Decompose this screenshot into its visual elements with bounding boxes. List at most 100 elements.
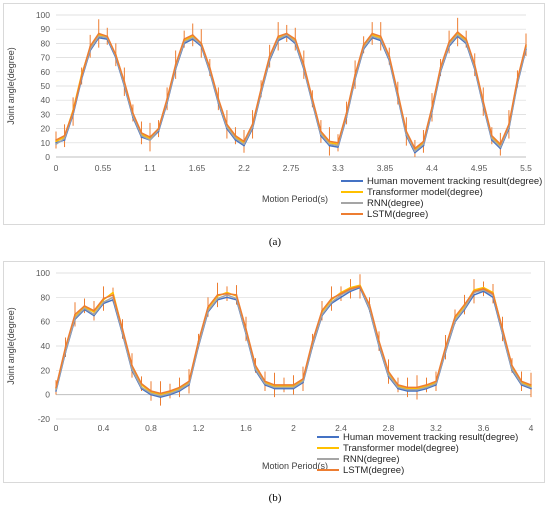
y-axis-title-b: Joint angle(degree) (6, 307, 16, 385)
data-point-b-rnn-39 (425, 386, 428, 389)
x-tick-label-b-9: 3.6 (478, 423, 490, 433)
data-point-a-lstm-1 (63, 134, 66, 137)
data-point-b-lstm-6 (112, 294, 114, 296)
y-tick-label-b-60: 60 (41, 317, 51, 327)
y-tick-label-a-90: 90 (41, 24, 51, 34)
data-point-b-human-18 (226, 296, 228, 299)
data-point-a-lstm-22 (243, 140, 245, 143)
data-point-a-lstm-48 (465, 38, 467, 40)
x-tick-label-a-6: 3.3 (332, 163, 344, 173)
data-point-a-lstm-18 (209, 66, 211, 69)
data-point-a-lstm-8 (123, 80, 126, 83)
data-point-b-rnn-23 (273, 386, 276, 389)
data-point-b-lstm-1 (64, 346, 67, 349)
data-point-b-rnn-38 (416, 389, 418, 391)
data-point-a-lstm-17 (200, 42, 203, 45)
data-point-b-lstm-32 (359, 285, 361, 288)
data-point-a-lstm-43 (422, 140, 425, 143)
x-tick-label-b-6: 2.4 (335, 423, 347, 433)
data-point-b-lstm-46 (492, 292, 494, 295)
data-point-a-human-10 (140, 136, 143, 138)
data-point-b-human-23 (273, 387, 276, 390)
x-tick-label-a-8: 4.4 (426, 163, 438, 173)
series-line-a-rnn (55, 34, 527, 153)
data-point-a-lstm-50 (482, 100, 485, 103)
data-point-b-rnn-0 (55, 389, 57, 391)
data-point-b-rnn-49 (520, 382, 523, 385)
data-point-a-rnn-10 (140, 134, 143, 137)
data-point-b-lstm-9 (140, 382, 143, 385)
chart-panel-b (3, 261, 545, 483)
data-point-a-lstm-55 (525, 44, 527, 46)
data-point-b-lstm-31 (349, 288, 352, 290)
data-point-b-lstm-22 (264, 380, 266, 383)
data-point-a-lstm-52 (499, 143, 502, 146)
data-point-b-rnn-8 (131, 368, 133, 370)
data-point-a-rnn-20 (226, 126, 228, 128)
data-point-b-lstm-41 (444, 346, 447, 349)
data-point-b-rnn-4 (93, 313, 95, 316)
legend-label-a-human: Human movement tracking result(degree) (367, 176, 542, 187)
y-tick-label-a-30: 30 (41, 109, 51, 119)
data-point-a-rnn-42 (414, 150, 416, 153)
data-point-b-lstm-11 (159, 392, 162, 395)
y-tick-label-b-80: 80 (41, 292, 51, 302)
data-point-b-rnn-24 (283, 386, 285, 389)
data-point-b-lstm-44 (473, 290, 475, 293)
data-point-b-transformer-4 (93, 311, 95, 313)
data-point-b-rnn-9 (140, 386, 143, 389)
data-point-a-lstm-9 (132, 112, 134, 114)
data-point-b-rnn-17 (216, 297, 219, 300)
data-point-a-lstm-16 (191, 34, 194, 36)
data-point-b-lstm-4 (93, 309, 95, 312)
data-point-b-lstm-5 (102, 297, 105, 300)
x-tick-label-a-4: 2.2 (238, 163, 250, 173)
data-point-a-lstm-51 (491, 134, 493, 137)
data-point-b-human-50 (530, 387, 532, 390)
data-point-b-rnn-35 (387, 374, 390, 377)
data-point-b-lstm-10 (150, 390, 152, 392)
data-point-b-transformer-24 (283, 385, 285, 387)
x-tick-label-b-3: 1.2 (193, 423, 205, 433)
data-point-b-lstm-49 (520, 380, 523, 383)
data-point-a-lstm-15 (183, 38, 185, 40)
data-point-a-lstm-33 (337, 142, 339, 144)
data-point-a-lstm-30 (311, 97, 314, 100)
x-axis-title-b: Motion Period(s) (262, 461, 328, 471)
data-point-b-rnn-50 (530, 386, 532, 389)
data-point-a-lstm-25 (268, 55, 271, 57)
legend-label-b-lstm: LSTM(degree) (343, 465, 404, 476)
data-point-b-rnn-29 (330, 301, 333, 304)
data-point-a-lstm-24 (260, 88, 262, 90)
data-point-a-lstm-54 (516, 78, 519, 80)
data-point-a-lstm-46 (448, 41, 450, 43)
data-point-b-lstm-39 (425, 384, 428, 386)
data-point-a-lstm-39 (388, 55, 391, 57)
data-point-a-human-32 (328, 144, 331, 147)
data-point-a-lstm-10 (140, 132, 143, 134)
data-point-a-lstm-7 (115, 53, 117, 56)
data-point-b-transformer-45 (482, 286, 485, 289)
y-tick-label-a-0: 0 (45, 152, 50, 162)
data-point-a-rnn-0 (55, 143, 57, 146)
data-point-b-lstm-20 (245, 328, 247, 330)
data-point-b-lstm-3 (83, 305, 86, 307)
data-point-b-rnn-40 (435, 382, 437, 385)
data-point-a-lstm-41 (405, 130, 408, 133)
data-point-b-lstm-38 (416, 386, 418, 389)
data-point-a-lstm-27 (285, 32, 288, 35)
legend-label-a-rnn: RNN(degree) (367, 198, 424, 209)
data-point-b-lstm-7 (121, 328, 124, 330)
data-point-a-lstm-44 (431, 106, 433, 109)
data-point-b-lstm-43 (463, 303, 466, 306)
data-point-b-human-25 (292, 387, 295, 390)
data-point-a-human-52 (499, 147, 502, 150)
data-point-a-rnn-21 (234, 137, 237, 140)
data-point-a-lstm-45 (439, 66, 442, 69)
data-point-a-lstm-11 (149, 136, 151, 138)
y-tick-label-a-100: 100 (36, 10, 50, 20)
data-point-a-lstm-31 (320, 130, 322, 133)
data-point-b-lstm-19 (235, 294, 238, 296)
data-point-b-rnn-13 (178, 389, 181, 391)
data-point-a-rnn-1 (63, 137, 66, 140)
